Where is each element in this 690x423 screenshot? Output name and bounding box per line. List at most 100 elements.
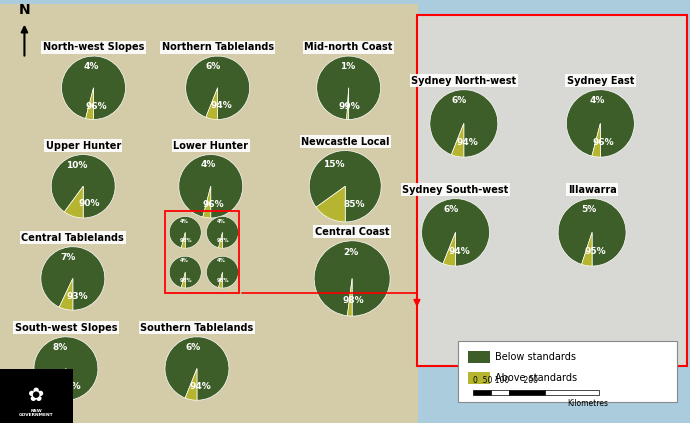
Text: 1%: 1% (340, 62, 355, 71)
Text: 4%: 4% (179, 219, 188, 223)
Wedge shape (314, 241, 390, 316)
Text: 2%: 2% (343, 248, 358, 258)
Text: 94%: 94% (457, 138, 478, 147)
Wedge shape (59, 278, 73, 310)
Wedge shape (51, 154, 115, 218)
Text: Lower Hunter: Lower Hunter (173, 140, 248, 151)
Text: Kilometres: Kilometres (567, 399, 608, 408)
Text: 93%: 93% (66, 292, 88, 301)
Text: South-west Slopes: South-west Slopes (14, 323, 117, 333)
Wedge shape (316, 186, 345, 222)
Wedge shape (179, 154, 243, 218)
Text: Northern Tablelands: Northern Tablelands (161, 42, 274, 52)
Text: 6%: 6% (452, 96, 467, 105)
Wedge shape (317, 56, 381, 119)
Text: 90%: 90% (78, 199, 99, 208)
Text: 94%: 94% (448, 247, 470, 256)
Text: Central Tablelands: Central Tablelands (21, 233, 124, 243)
Wedge shape (592, 124, 600, 157)
Text: 96%: 96% (592, 138, 613, 147)
Wedge shape (566, 90, 634, 157)
Bar (468, 373, 490, 385)
Text: 4%: 4% (590, 96, 605, 105)
Wedge shape (169, 256, 201, 288)
Wedge shape (34, 337, 98, 400)
Wedge shape (309, 151, 381, 222)
Text: Above standards: Above standards (495, 374, 578, 383)
Bar (509, 390, 545, 395)
Text: 15%: 15% (324, 160, 345, 169)
Wedge shape (422, 199, 489, 266)
Text: 96%: 96% (217, 238, 230, 243)
Bar (468, 351, 490, 363)
Wedge shape (206, 256, 239, 288)
Bar (545, 390, 599, 395)
Wedge shape (206, 217, 239, 248)
Wedge shape (206, 88, 217, 119)
Text: Mid-north Coast: Mid-north Coast (304, 42, 393, 52)
Text: Southern Tablelands: Southern Tablelands (140, 323, 254, 333)
FancyBboxPatch shape (1, 4, 417, 423)
Text: 10%: 10% (66, 161, 87, 170)
Text: Sydney South-west: Sydney South-west (402, 185, 509, 195)
Bar (491, 390, 509, 395)
Text: 6%: 6% (186, 343, 201, 352)
Wedge shape (558, 199, 626, 266)
Text: 6%: 6% (444, 205, 459, 214)
Wedge shape (430, 90, 497, 157)
Text: Central Coast: Central Coast (315, 227, 389, 237)
Wedge shape (203, 186, 210, 218)
Wedge shape (41, 247, 105, 310)
Text: 96%: 96% (202, 200, 224, 209)
Wedge shape (219, 232, 222, 248)
Text: Sydney East: Sydney East (566, 76, 634, 86)
Text: NSW
GOVERNMENT: NSW GOVERNMENT (19, 409, 54, 418)
Text: Below standards: Below standards (495, 352, 576, 362)
Text: 8%: 8% (53, 343, 68, 352)
Text: 4%: 4% (217, 219, 226, 223)
Wedge shape (61, 56, 126, 119)
Wedge shape (86, 88, 94, 119)
Text: 94%: 94% (190, 382, 211, 391)
Wedge shape (186, 56, 250, 119)
Text: Newcastle Local: Newcastle Local (301, 137, 389, 147)
Wedge shape (169, 217, 201, 248)
Text: N: N (19, 3, 30, 17)
FancyBboxPatch shape (417, 15, 687, 366)
Text: 4%: 4% (200, 160, 216, 169)
Text: 7%: 7% (61, 253, 76, 262)
Wedge shape (582, 232, 592, 266)
Text: 96%: 96% (85, 102, 107, 110)
Wedge shape (64, 186, 83, 218)
Wedge shape (185, 368, 197, 400)
Text: 6%: 6% (206, 62, 221, 71)
Text: 4%: 4% (179, 258, 188, 264)
Text: 96%: 96% (180, 238, 193, 243)
Bar (473, 390, 491, 395)
Wedge shape (181, 272, 185, 288)
Wedge shape (219, 272, 222, 288)
Text: 94%: 94% (210, 102, 232, 110)
Text: 99%: 99% (338, 102, 360, 111)
Wedge shape (181, 232, 185, 248)
Wedge shape (346, 88, 348, 119)
Text: 5%: 5% (581, 205, 596, 214)
Text: 96%: 96% (217, 278, 230, 283)
Text: Upper Hunter: Upper Hunter (46, 140, 121, 151)
Text: ✿: ✿ (28, 386, 45, 405)
Text: 96%: 96% (180, 278, 193, 283)
Text: 0  50 100      200: 0 50 100 200 (473, 376, 538, 385)
Text: 85%: 85% (344, 200, 366, 209)
Text: 92%: 92% (60, 382, 81, 391)
Wedge shape (50, 368, 66, 400)
Text: 4%: 4% (83, 62, 99, 71)
Text: Sydney North-west: Sydney North-west (411, 76, 516, 86)
Wedge shape (451, 124, 464, 157)
Text: 95%: 95% (584, 247, 606, 256)
Text: Illawarra: Illawarra (568, 185, 616, 195)
Wedge shape (347, 278, 352, 316)
Text: 4%: 4% (217, 258, 226, 264)
Wedge shape (443, 232, 455, 266)
Bar (164, 212, 239, 293)
Bar (1, 368, 73, 423)
